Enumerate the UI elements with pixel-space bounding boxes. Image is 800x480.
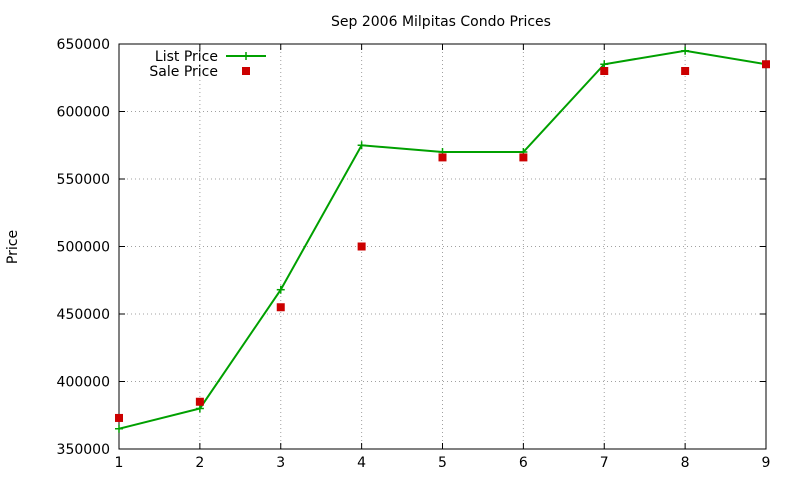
x-tick-label: 5 [438,455,447,471]
data-point-list-price [276,285,285,294]
series-layer [115,46,770,433]
y-tick-label: 350000 [57,442,110,458]
legend-label-list-price: List Price [155,49,218,65]
y-axis-label: Price [5,230,21,264]
data-point-sale-price [276,303,285,312]
axis-ticks: 1 2 3 4 5 6 7 8 9 350000 400000 450000 500000 550000 6… [57,37,771,471]
data-point-list-price [195,404,204,413]
data-point-sale-price [438,153,447,162]
chart-title: Sep 2006 Milpitas Condo Prices [331,14,551,30]
x-tick-label: 8 [681,455,690,471]
plot-frame [118,43,767,450]
data-point-sale-price [357,242,366,251]
data-point-sale-price [762,60,770,69]
y-tick-label: 500000 [57,240,110,256]
x-tick-label: 2 [195,455,204,471]
legend-marker-sale-price [242,67,250,75]
data-point-list-price [600,60,609,69]
y-tick-label: 600000 [57,105,110,121]
x-tick-label: 4 [357,455,366,471]
legend-label-sale-price: Sale Price [149,64,218,80]
series-sale-price [115,60,770,422]
data-point-sale-price [519,153,528,162]
data-point-list-price [681,46,690,55]
data-point-sale-price [600,67,609,75]
legend-marker-list-price [242,52,250,60]
data-point-list-price [357,141,366,150]
y-tick-label: 650000 [57,37,110,53]
x-tick-label: 6 [519,455,528,471]
data-point-list-price [115,424,123,433]
data-point-sale-price [681,67,690,75]
data-point-sale-price [195,397,204,406]
y-tick-label: 400000 [57,375,110,391]
x-tick-label: 7 [600,455,609,471]
y-tick-label: 450000 [57,307,110,323]
data-point-sale-price [115,413,123,422]
x-tick-label: 3 [276,455,285,471]
x-tick-label: 1 [115,455,124,471]
x-tick-label: 9 [762,455,771,471]
grid [119,44,766,449]
y-tick-label: 550000 [57,172,110,188]
